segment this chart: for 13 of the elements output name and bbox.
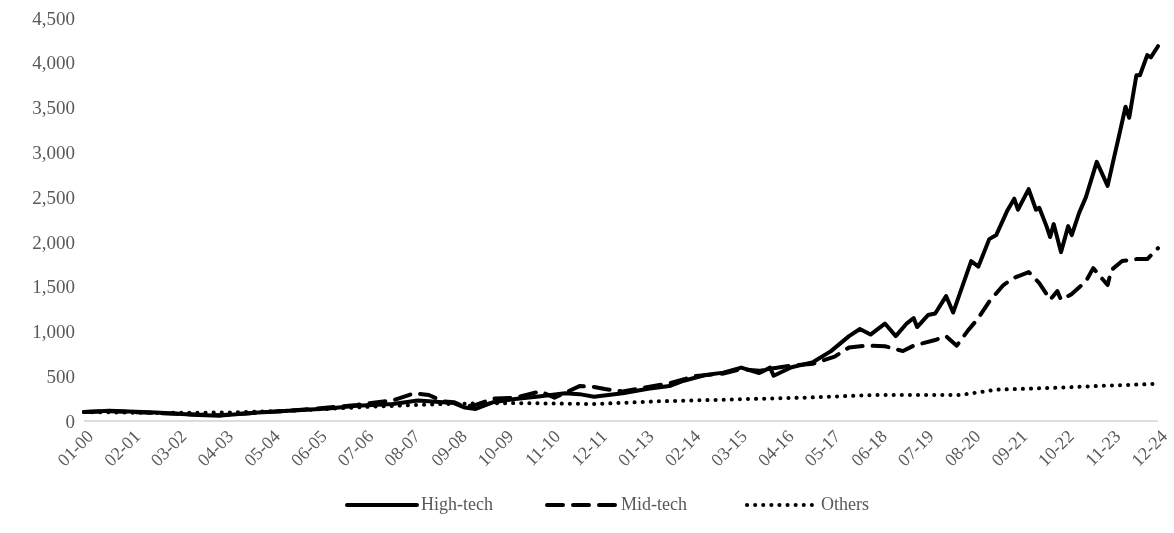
y-tick-label: 1,500 [32,276,75,298]
y-tick-label: 0 [65,410,75,432]
y-tick-label: 3,000 [32,141,75,163]
y-tick-label: 2,000 [32,231,75,253]
y-tick-label: 4,000 [32,52,75,74]
legend-label: Mid-tech [621,494,687,514]
y-tick-label: 500 [46,365,75,387]
y-tick-label: 4,500 [32,7,75,29]
y-tick-label: 3,500 [32,97,75,119]
legend-label: High-tech [421,494,493,514]
y-tick-label: 1,000 [32,321,75,343]
legend-label: Others [821,494,869,514]
y-tick-label: 2,500 [32,186,75,208]
